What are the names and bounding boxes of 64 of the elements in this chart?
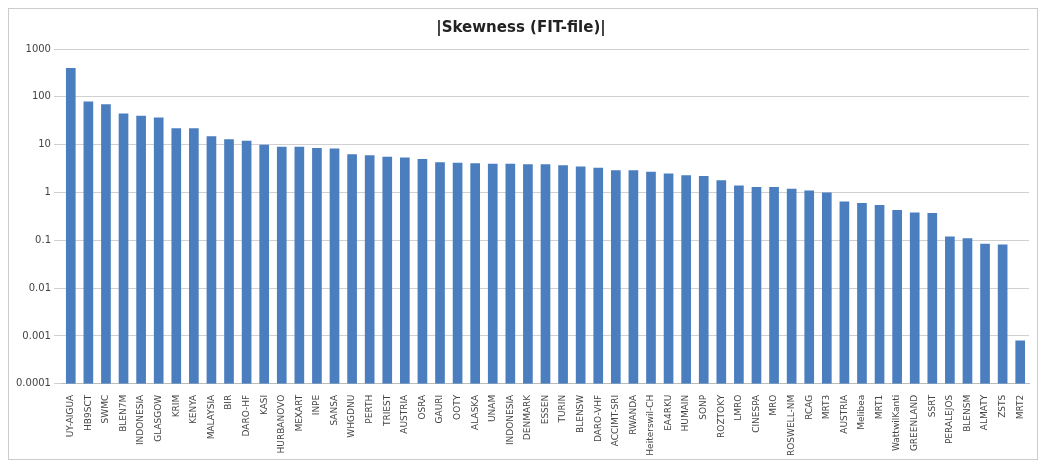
x-tick-label: INDONESIA [135,393,146,446]
x-tick-label: ZSTS [996,394,1007,418]
x-tick-label: BIR [223,394,234,410]
x-tick-label: ALASKA [469,393,480,430]
x-tick-label: GAURI [434,394,445,424]
x-tick-label: CINESPA [750,393,761,433]
x-tick-label: TRIEST [381,394,392,428]
x-tick-label: HURBANOVO [276,394,287,454]
x-tick-label: AUSTRIA [399,393,410,434]
x-tick-label: MRT1 [873,394,884,420]
x-tick-label: BLEN7M [117,394,128,432]
x-tick-label: MEXART [293,394,304,432]
y-tick-label: 100 [31,90,51,102]
x-tick-label: UY-AIGUA [65,393,76,438]
y-tick-label: 0.0001 [15,377,51,389]
x-tick-label: GLASGOW [153,394,164,442]
x-tick-label: MRT3 [821,394,832,420]
x-tick-label: SWMC [100,394,111,424]
x-tick-label: INDONESIA [504,393,515,446]
x-tick-label: ROSWELL-NM [785,394,796,457]
x-tick-label: HB9SCT [82,394,93,431]
x-tick-label: TURIN [557,394,568,424]
y-tick-label: 1 [44,186,51,198]
x-tick-label: PERALEJOS [944,394,955,445]
x-tick-label: DARO-HF [240,394,251,437]
x-tick-label: DENMARK [522,393,533,441]
y-tick-label: 1000 [25,42,51,54]
x-tick-label: ROZTOKY [715,394,726,438]
y-tick-label: 0.1 [35,233,51,245]
x-tick-label: SANSA [328,393,339,426]
x-tick-label: WattwilKanti [891,394,902,451]
x-tick-label: Melibea [856,394,867,430]
x-tick-label: DARO-VHF [592,394,603,443]
chart-title: |Skewness (FIT-file)| [436,17,606,37]
x-tick-label: KRIM [170,394,181,418]
x-tick-label: LMRO [733,394,744,421]
x-tick-label: WHGDNU [346,394,357,438]
x-tick-label: ESSEN [539,394,550,425]
x-tick-label: MRO [768,394,779,416]
y-tick-label: 0.001 [22,329,51,341]
x-tick-label: INPE [311,394,322,416]
x-tick-label: KASI [258,394,269,416]
x-tick-label: MALAYSIA [205,393,216,440]
x-tick-label: PERTH [364,394,375,424]
x-tick-label: GREENLAND [909,394,920,452]
x-tick-label: ACCIMT-SRI [610,394,621,447]
x-tick-label: HUMAIN [680,394,691,432]
x-tick-label: OOTY [451,394,462,420]
x-tick-label: EA4RKU [662,394,673,431]
x-tick-label: KENYA [188,393,199,425]
x-tick-label: BLENSM [961,394,972,432]
x-tick-label: ALMATY [979,394,990,431]
x-tick-label: RCAG [803,394,814,420]
y-tick-label: 10 [38,138,51,150]
x-tick-label: SONP [698,394,709,420]
x-tick-label: UNAM [487,394,498,422]
x-tick-label: OSRA [416,393,427,420]
x-tick-label: BLENSW [575,394,585,433]
x-tick-label: Heiterswil-CH [645,394,656,456]
x-tick-label: AUSTRIA [838,393,849,434]
y-tick-label: 0.01 [28,281,51,293]
x-tick-label: RWANDA [627,393,638,435]
x-tick-label: MRT2 [1014,394,1025,420]
x-tick-label: SSRT [926,394,937,418]
